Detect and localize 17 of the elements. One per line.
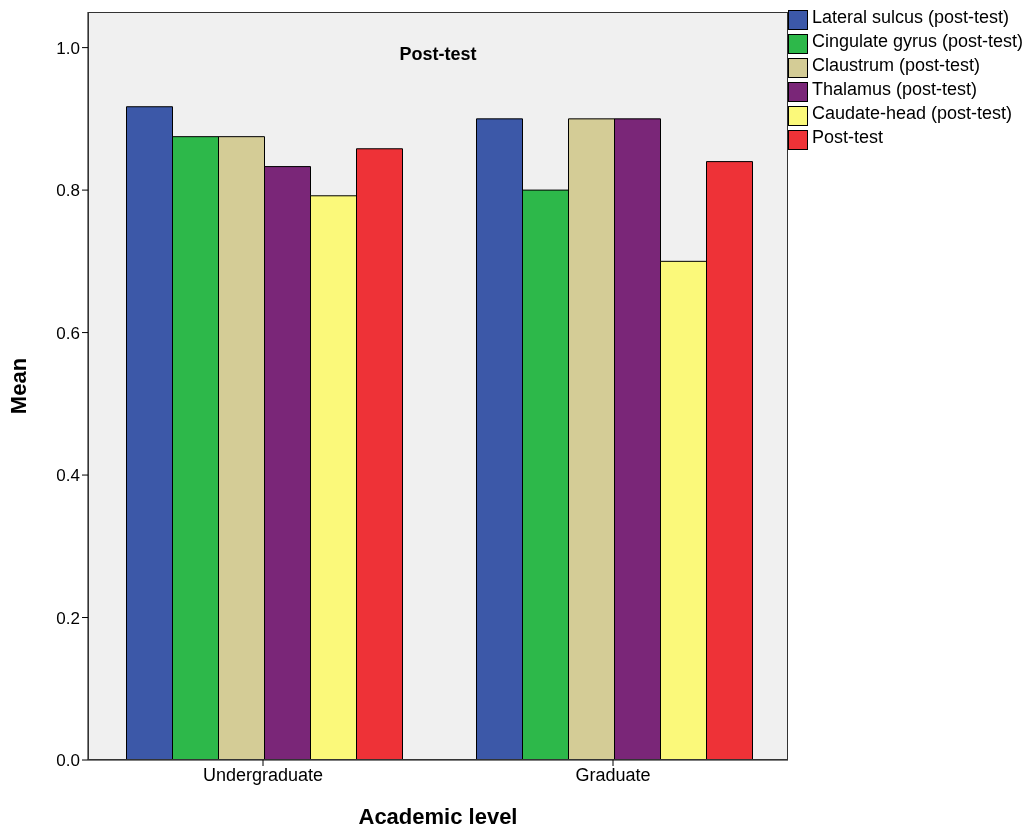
- legend-label: Thalamus (post-test): [812, 79, 978, 99]
- legend-label: Post-test: [812, 127, 884, 147]
- legend-label: Claustrum (post-test): [812, 55, 981, 75]
- x-tick-label: Graduate: [575, 764, 651, 785]
- y-tick-label: 0.2: [56, 608, 80, 628]
- x-axis-title: Academic level: [358, 804, 518, 829]
- legend-label: Cingulate gyrus (post-test): [812, 31, 1024, 51]
- text: Post-test: [398, 44, 478, 65]
- x-tick-label: Undergraduate: [202, 764, 324, 785]
- y-tick-label: 0.6: [56, 323, 80, 343]
- y-tick-label: 0.4: [56, 466, 80, 486]
- y-tick-label: 0.8: [56, 181, 80, 201]
- y-tick-label: 1.0: [56, 38, 80, 58]
- y-tick-label: 0.0: [56, 751, 80, 771]
- legend-label: Lateral sulcus (post-test): [812, 7, 1010, 27]
- legend-label: Caudate-head (post-test): [812, 103, 1013, 123]
- y-axis-title: Mean: [5, 357, 31, 415]
